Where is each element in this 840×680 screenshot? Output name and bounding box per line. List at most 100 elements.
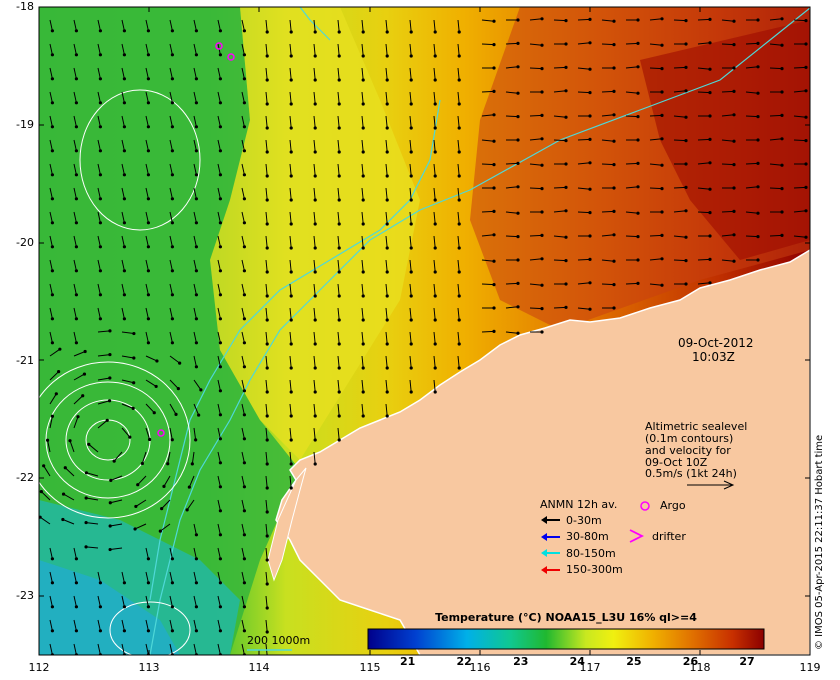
y-tick-label: -20 bbox=[16, 236, 34, 249]
velocity-arrow bbox=[625, 162, 639, 165]
velocity-arrow bbox=[169, 355, 180, 364]
velocity-arrow bbox=[241, 163, 245, 175]
velocity-arrow bbox=[337, 211, 340, 225]
velocity-arrow-head bbox=[684, 89, 688, 93]
velocity-arrow-head bbox=[170, 221, 174, 225]
colorbar bbox=[367, 628, 765, 650]
velocity-arrow-head bbox=[289, 78, 293, 82]
velocity-arrow-head bbox=[433, 270, 437, 274]
velocity-arrow bbox=[265, 283, 268, 297]
velocity-arrow-head bbox=[242, 125, 246, 129]
velocity-arrow bbox=[145, 235, 149, 247]
velocity-arrow-head bbox=[684, 65, 688, 69]
velocity-arrow bbox=[457, 235, 460, 249]
velocity-arrow bbox=[361, 187, 364, 201]
velocity-arrow bbox=[505, 282, 519, 285]
velocity-arrow bbox=[169, 43, 173, 55]
velocity-arrow bbox=[145, 139, 149, 151]
velocity-arrow bbox=[481, 19, 495, 22]
velocity-arrow-head bbox=[636, 281, 640, 285]
velocity-arrow bbox=[49, 235, 53, 247]
velocity-arrow-head bbox=[804, 209, 808, 213]
colorbar-tick-label: 26 bbox=[682, 655, 699, 668]
velocity-arrows bbox=[39, 17, 808, 655]
velocity-arrow-head bbox=[756, 91, 760, 95]
velocity-arrow bbox=[121, 139, 125, 151]
velocity-arrow bbox=[193, 283, 197, 295]
velocity-arrow bbox=[289, 163, 292, 177]
velocity-arrow-head bbox=[588, 307, 592, 311]
velocity-arrow bbox=[289, 283, 292, 297]
velocity-arrow bbox=[577, 187, 591, 190]
velocity-arrow-head bbox=[457, 246, 461, 250]
y-tick-label: -21 bbox=[16, 354, 34, 367]
velocity-arrow bbox=[88, 443, 99, 453]
velocity-arrow bbox=[193, 307, 197, 319]
velocity-arrow bbox=[193, 547, 197, 559]
velocity-arrow-head bbox=[98, 317, 102, 321]
velocity-arrow bbox=[73, 43, 77, 55]
velocity-arrow bbox=[49, 163, 53, 175]
velocity-arrow-head bbox=[385, 270, 389, 274]
velocity-arrow-head bbox=[242, 509, 246, 513]
altimetry-note: (0.1m contours) bbox=[645, 432, 734, 445]
velocity-arrow-head bbox=[108, 547, 112, 552]
velocity-arrow-head bbox=[136, 483, 140, 487]
velocity-arrow bbox=[217, 643, 221, 655]
velocity-arrow-head bbox=[218, 269, 222, 273]
legend-arrow-150-300m bbox=[541, 566, 547, 574]
velocity-arrow-head bbox=[218, 77, 222, 81]
velocity-arrow bbox=[97, 571, 101, 583]
velocity-arrow-head bbox=[492, 233, 496, 237]
velocity-arrow bbox=[769, 138, 783, 141]
velocity-arrow bbox=[217, 67, 221, 79]
velocity-arrow bbox=[625, 91, 639, 94]
velocity-arrow-head bbox=[242, 53, 246, 57]
velocity-arrow bbox=[169, 283, 173, 295]
velocity-arrow bbox=[649, 67, 663, 70]
velocity-arrow-head bbox=[409, 390, 413, 394]
velocity-arrow-head bbox=[385, 54, 389, 58]
velocity-arrow bbox=[289, 355, 292, 369]
colorbar-title: Temperature (°C) NOAA15_L3U 16% ql>=4 bbox=[435, 611, 697, 624]
velocity-arrow bbox=[361, 67, 364, 81]
velocity-arrow bbox=[86, 522, 99, 525]
velocity-arrow bbox=[313, 139, 316, 153]
velocity-arrow bbox=[409, 331, 412, 345]
velocity-arrow-head bbox=[361, 30, 365, 34]
velocity-arrow-head bbox=[433, 150, 437, 154]
velocity-arrow-head bbox=[708, 281, 712, 285]
velocity-arrow bbox=[529, 18, 543, 21]
velocity-arrow-head bbox=[564, 139, 568, 143]
velocity-arrow-head bbox=[122, 53, 126, 57]
velocity-arrow-head bbox=[708, 67, 712, 71]
velocity-arrow-head bbox=[433, 102, 437, 106]
velocity-arrow bbox=[337, 259, 340, 273]
velocity-arrow bbox=[145, 259, 149, 271]
velocity-arrow-head bbox=[684, 139, 688, 143]
velocity-arrow bbox=[169, 67, 173, 79]
velocity-arrow bbox=[409, 163, 412, 177]
velocity-arrow bbox=[289, 91, 292, 105]
velocity-arrow-head bbox=[50, 629, 55, 633]
velocity-arrow bbox=[313, 403, 316, 417]
velocity-arrow-head bbox=[218, 125, 222, 129]
velocity-arrow-head bbox=[265, 462, 269, 466]
velocity-arrow bbox=[265, 187, 268, 201]
velocity-arrow bbox=[385, 67, 388, 81]
velocity-arrow-head bbox=[74, 293, 78, 297]
velocity-arrow bbox=[110, 523, 123, 527]
velocity-arrow-head bbox=[492, 329, 496, 333]
velocity-arrow-head bbox=[636, 115, 640, 119]
velocity-arrow-head bbox=[98, 173, 102, 177]
australia-land bbox=[275, 249, 810, 655]
velocity-arrow bbox=[433, 163, 436, 177]
velocity-arrow bbox=[265, 91, 268, 105]
velocity-arrow-head bbox=[660, 163, 664, 167]
velocity-arrow-head bbox=[218, 53, 222, 57]
velocity-arrow-head bbox=[612, 113, 616, 117]
velocity-arrow bbox=[121, 91, 125, 103]
velocity-arrow-head bbox=[289, 30, 293, 34]
velocity-arrow-head bbox=[170, 629, 174, 633]
velocity-arrow-head bbox=[265, 102, 269, 106]
